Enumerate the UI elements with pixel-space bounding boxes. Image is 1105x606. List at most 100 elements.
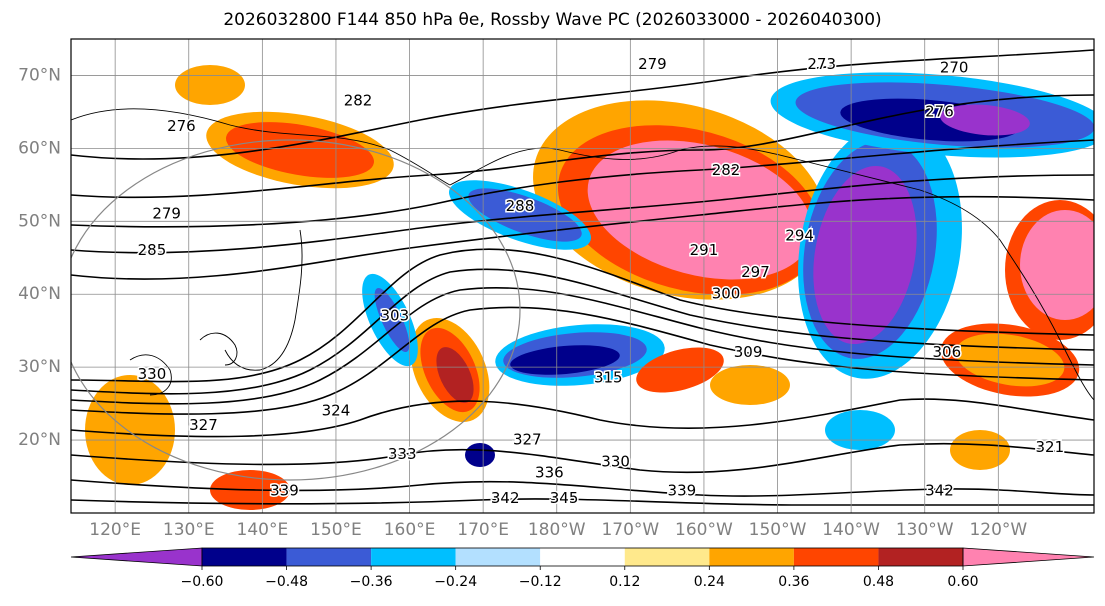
latitude-tick-label: 60°N bbox=[18, 138, 61, 158]
contour-label: 300 bbox=[712, 285, 741, 303]
theta-e-contour bbox=[71, 498, 1094, 506]
anomaly-shading bbox=[465, 443, 495, 467]
contour-label: 342 bbox=[925, 482, 954, 500]
colorbar-extend-max bbox=[962, 547, 1095, 567]
colorbar-segment bbox=[455, 548, 541, 566]
latitude-tick-label: 50°N bbox=[18, 211, 61, 231]
anomaly-shading bbox=[940, 104, 1030, 136]
theta-e-contour bbox=[71, 49, 1094, 160]
anomaly-shading bbox=[436, 347, 474, 403]
anomaly-shading bbox=[825, 410, 895, 450]
coastline bbox=[199, 332, 238, 366]
longitude-tick-label: 170°E bbox=[457, 520, 509, 540]
anomaly-shading bbox=[636, 347, 724, 393]
longitude-tick-label: 150°W bbox=[749, 520, 807, 540]
contour-label: 291 bbox=[690, 241, 719, 259]
colorbar-segment bbox=[624, 548, 710, 566]
coastline bbox=[449, 145, 801, 186]
colorbar-tick-label: 0.36 bbox=[778, 574, 809, 590]
longitude-tick-label: 140°E bbox=[237, 520, 289, 540]
longitude-tick-label: 180°W bbox=[528, 520, 586, 540]
colorbar-outline bbox=[201, 547, 964, 567]
colorbar-tick-label: −0.24 bbox=[434, 574, 477, 590]
contour-label: 303 bbox=[381, 307, 410, 325]
theta-e-contour bbox=[71, 287, 1094, 405]
colorbar-segment bbox=[540, 548, 625, 566]
colorbar-tick-label: −0.48 bbox=[265, 574, 308, 590]
contour-label: 282 bbox=[712, 161, 741, 179]
axis-labels: 70°N 60°N 50°N 40°N 30°N 20°N 120°E 130°E 140°E 1… bbox=[18, 65, 1027, 540]
contour-label: 297 bbox=[741, 263, 770, 281]
reference-circle bbox=[71, 139, 521, 481]
colorbar-extend-min bbox=[70, 547, 203, 567]
colorbar-segment bbox=[793, 548, 879, 566]
longitude-tick-label: 160°E bbox=[384, 520, 436, 540]
contour-label: 330 bbox=[601, 452, 630, 470]
gridline-layer bbox=[71, 39, 1094, 513]
theta-e-contour bbox=[71, 139, 1094, 228]
latitude-tick-label: 30°N bbox=[18, 357, 61, 377]
contour-label: 339 bbox=[668, 482, 697, 500]
colorbar-segment bbox=[371, 548, 456, 566]
contour-label: 282 bbox=[344, 91, 373, 109]
coastline bbox=[129, 354, 172, 396]
colorbar: −0.60 −0.48 −0.36 −0.24 −0.12 0.12 0.24 0.36 0.4… bbox=[70, 547, 1095, 590]
contour-label: 279 bbox=[152, 205, 181, 223]
coastline bbox=[71, 108, 451, 186]
contour-label: 270 bbox=[940, 59, 969, 77]
contour-label: 309 bbox=[734, 343, 763, 361]
contour-label: 336 bbox=[535, 463, 564, 481]
coastline bbox=[799, 159, 1094, 401]
anomaly-shading bbox=[587, 140, 813, 280]
contour-label: 294 bbox=[785, 226, 814, 244]
coastline-layer bbox=[71, 108, 1094, 401]
contour-label: 315 bbox=[594, 369, 623, 387]
anomaly-shading bbox=[950, 430, 1010, 470]
colorbar-tick-label: 0.48 bbox=[863, 574, 894, 590]
longitude-tick-label: 120°W bbox=[969, 520, 1027, 540]
colorbar-segment bbox=[202, 548, 287, 566]
colorbar-segment bbox=[878, 548, 963, 566]
contour-label: 273 bbox=[807, 55, 836, 73]
contour-label: 342 bbox=[491, 489, 520, 507]
map-frame bbox=[70, 38, 1095, 514]
figure-title: 2026032800 F144 850 hPa θe, Rossby Wave … bbox=[223, 10, 882, 30]
longitude-tick-label: 160°W bbox=[675, 520, 733, 540]
contour-label: 339 bbox=[270, 482, 299, 500]
theta-e-contour bbox=[71, 479, 1094, 497]
anomaly-shading bbox=[710, 365, 790, 405]
colorbar-tick-label: −0.60 bbox=[181, 574, 224, 590]
contour-label: 279 bbox=[638, 55, 667, 73]
contour-label: 288 bbox=[506, 197, 535, 215]
colorbar-tick-label: 0.24 bbox=[694, 574, 725, 590]
anomaly-shading bbox=[374, 287, 410, 353]
colorbar-tick-label: −0.12 bbox=[519, 574, 562, 590]
theta-e-contour bbox=[71, 442, 1094, 474]
contour-label: 276 bbox=[925, 102, 954, 120]
contour-label: 285 bbox=[138, 241, 167, 259]
theta-e-contour bbox=[71, 306, 1094, 415]
contour-label: 330 bbox=[138, 365, 167, 383]
latitude-tick-label: 20°N bbox=[18, 430, 61, 450]
colorbar-tick-label: −0.36 bbox=[350, 574, 393, 590]
latitude-tick-label: 40°N bbox=[18, 284, 61, 304]
theta-e-contour bbox=[71, 268, 1094, 395]
colorbar-segment bbox=[709, 548, 794, 566]
longitude-tick-label: 120°E bbox=[89, 520, 141, 540]
longitude-tick-label: 130°E bbox=[163, 520, 215, 540]
theta-e-contour bbox=[71, 94, 1094, 199]
contour-label: 324 bbox=[322, 401, 351, 419]
theta-e-contour bbox=[71, 248, 1094, 383]
contour-label: 327 bbox=[189, 416, 218, 434]
contour-label: 306 bbox=[932, 343, 961, 361]
longitude-tick-label: 140°W bbox=[822, 520, 880, 540]
coastline bbox=[224, 229, 303, 371]
anomaly-shading bbox=[468, 188, 582, 242]
longitude-tick-label: 170°W bbox=[601, 520, 659, 540]
anomaly-shading bbox=[1020, 210, 1094, 320]
theta-e-contour bbox=[71, 195, 1094, 280]
contour-label: 333 bbox=[388, 445, 417, 463]
